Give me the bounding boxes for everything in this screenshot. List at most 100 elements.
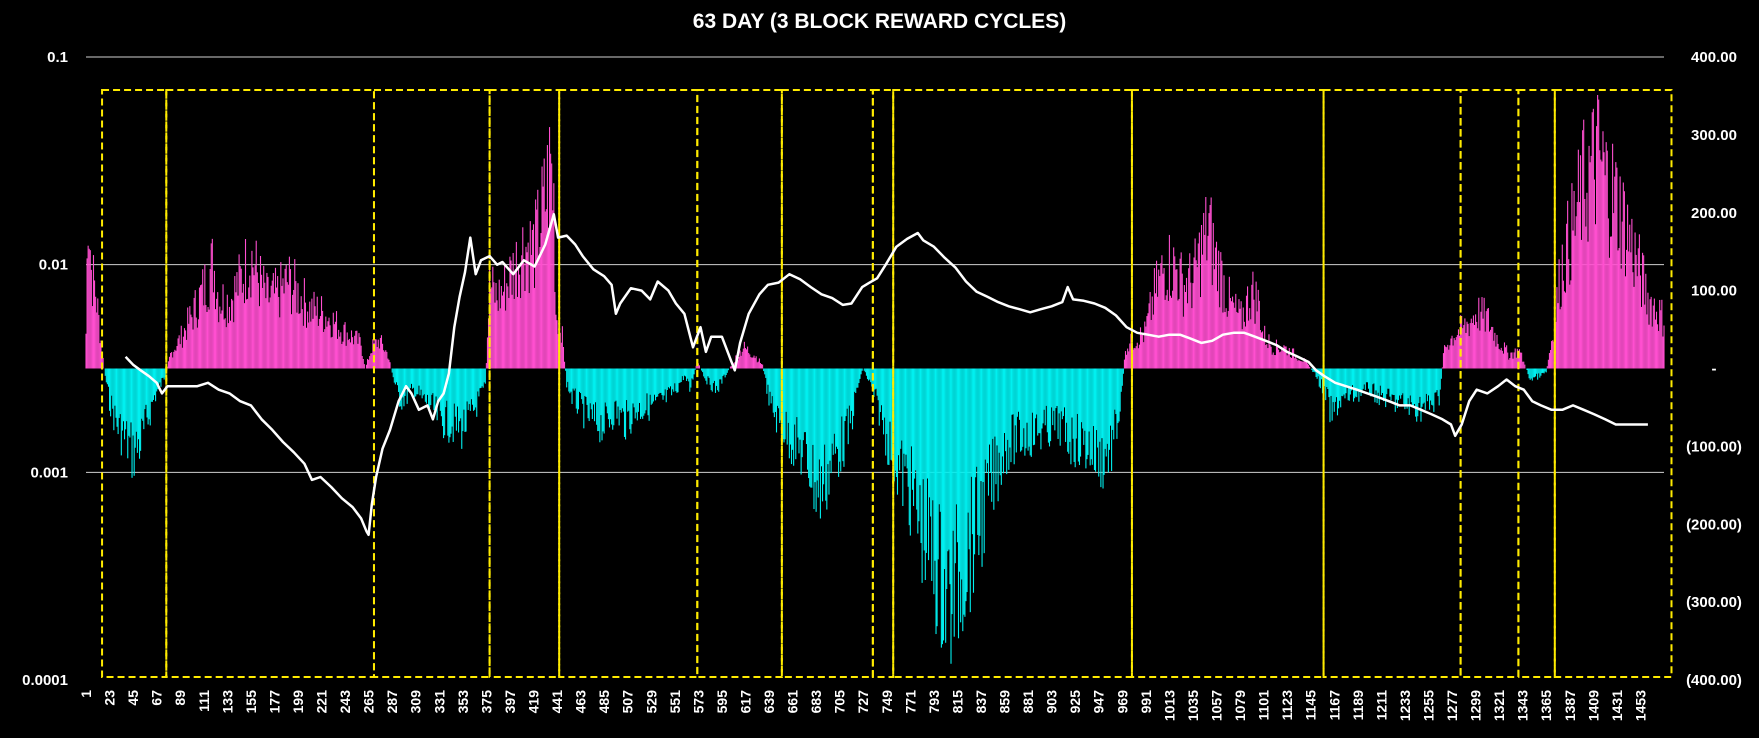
bar	[712, 368, 714, 384]
bar	[101, 353, 103, 369]
bar	[495, 282, 497, 369]
bar	[1409, 368, 1411, 396]
bar	[1549, 349, 1552, 369]
bar	[1107, 368, 1109, 473]
bar	[1526, 368, 1528, 370]
bar	[582, 368, 584, 404]
x-tick-label: 1145	[1303, 690, 1319, 721]
bar	[575, 368, 577, 409]
bar	[839, 368, 841, 462]
bar	[114, 368, 116, 406]
bar	[374, 339, 376, 369]
bar	[205, 305, 207, 369]
bar	[662, 368, 664, 400]
bar	[1102, 368, 1104, 489]
bar	[647, 368, 649, 416]
bar	[1416, 368, 1418, 422]
bar	[815, 368, 817, 512]
bar	[148, 368, 150, 420]
bar	[1150, 319, 1152, 369]
x-tick-label: 441	[549, 690, 565, 714]
bar	[750, 357, 752, 369]
x-tick-label: 1035	[1185, 690, 1201, 721]
bar	[966, 368, 968, 593]
bar	[1453, 338, 1455, 369]
bar	[849, 368, 851, 424]
bar	[1041, 368, 1043, 429]
bar	[465, 368, 467, 432]
bar	[1640, 306, 1643, 369]
bar	[979, 368, 981, 536]
bar	[1176, 269, 1178, 369]
bar	[585, 368, 587, 397]
bar	[770, 368, 772, 404]
bar	[214, 309, 217, 369]
bar	[544, 211, 546, 369]
bar	[159, 368, 161, 383]
bar	[666, 368, 668, 391]
bar	[376, 346, 378, 369]
bar	[514, 269, 516, 369]
bar	[433, 368, 435, 411]
bar	[151, 368, 153, 402]
x-tick-label: 639	[761, 690, 777, 714]
bar	[1182, 316, 1184, 369]
x-tick-label: 1167	[1326, 690, 1342, 721]
bar	[112, 368, 114, 409]
bar	[1578, 202, 1580, 369]
x-tick-label: 309	[408, 690, 424, 714]
x-tick-label: 1299	[1468, 690, 1484, 721]
bar	[420, 368, 422, 390]
bar	[1104, 368, 1106, 449]
bar	[1407, 368, 1409, 399]
bar	[801, 368, 803, 458]
left-tick-label: 0.1	[47, 49, 68, 66]
bar	[638, 368, 641, 403]
bar	[614, 368, 616, 402]
bar	[739, 350, 741, 369]
bar	[1649, 299, 1651, 369]
bar	[398, 368, 400, 392]
bar	[143, 368, 145, 430]
bar	[476, 368, 478, 417]
bar	[1441, 367, 1443, 369]
x-tick-label: 1189	[1350, 690, 1366, 721]
bar	[669, 368, 672, 387]
bar	[1305, 360, 1307, 369]
bar	[391, 368, 393, 373]
x-tick-label: 287	[384, 690, 400, 714]
bar	[1156, 260, 1158, 369]
bar	[1452, 345, 1454, 369]
bar	[1334, 368, 1336, 402]
bar	[520, 298, 522, 369]
bar	[830, 368, 832, 474]
bar	[930, 368, 932, 517]
bar	[774, 368, 776, 412]
bar	[1415, 368, 1417, 417]
bar	[1502, 353, 1504, 369]
bar	[1600, 159, 1602, 369]
bar	[1418, 368, 1420, 403]
bar	[1220, 252, 1222, 369]
bar	[385, 350, 387, 369]
bar	[1537, 368, 1539, 380]
bar	[1037, 368, 1039, 436]
bar	[812, 368, 814, 445]
bar	[435, 368, 437, 397]
bar	[946, 368, 948, 590]
bar	[1087, 368, 1089, 455]
bar	[359, 337, 361, 369]
bar	[487, 318, 490, 369]
bar	[847, 368, 849, 445]
bar	[682, 368, 684, 381]
bar	[1462, 328, 1464, 369]
bar	[1605, 142, 1607, 369]
bar	[1410, 368, 1412, 403]
bar	[426, 368, 429, 395]
bar	[1073, 368, 1075, 462]
bar	[1301, 361, 1303, 369]
bar	[1200, 224, 1203, 369]
bar	[438, 368, 440, 403]
bar	[1228, 276, 1230, 369]
